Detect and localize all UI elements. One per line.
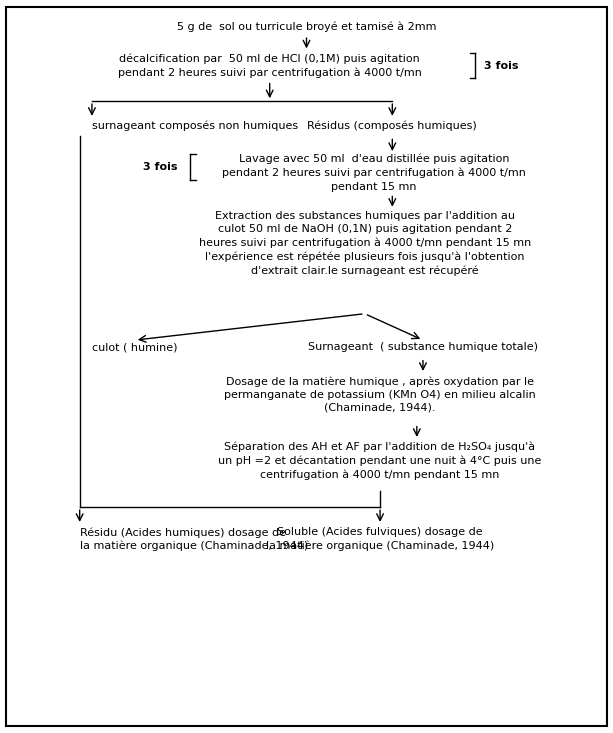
Text: Dosage de la matière humique , après oxydation par le
permanganate de potassium : Dosage de la matière humique , après oxy… — [224, 376, 536, 413]
Text: Extraction des substances humiques par l'addition au
culot 50 ml de NaOH (0,1N) : Extraction des substances humiques par l… — [199, 211, 531, 276]
Text: Résidus (composés humiques): Résidus (composés humiques) — [308, 121, 477, 131]
Text: Soluble (Acides fulviques) dosage de
la matière organique (Chaminade, 1944): Soluble (Acides fulviques) dosage de la … — [266, 527, 494, 551]
Text: Séparation des AH et AF par l'addition de H₂SO₄ jusqu'à
un pH =2 et décantation : Séparation des AH et AF par l'addition d… — [218, 442, 542, 480]
Text: culot ( humine): culot ( humine) — [92, 342, 178, 353]
Text: surnageant composés non humiques: surnageant composés non humiques — [92, 121, 298, 131]
Text: 3 fois: 3 fois — [484, 61, 519, 70]
Text: décalcification par  50 ml de HCl (0,1M) puis agitation
pendant 2 heures suivi p: décalcification par 50 ml de HCl (0,1M) … — [118, 54, 422, 78]
Text: 5 g de  sol ou turricule broyé et tamisé à 2mm: 5 g de sol ou turricule broyé et tamisé … — [177, 22, 436, 32]
Text: Surnageant  ( substance humique totale): Surnageant ( substance humique totale) — [308, 342, 538, 353]
Text: Résidu (Acides humiques) dosage de
la matière organique (Chaminade, 1944): Résidu (Acides humiques) dosage de la ma… — [80, 527, 308, 551]
Text: Lavage avec 50 ml  d'eau distillée puis agitation
pendant 2 heures suivi par cen: Lavage avec 50 ml d'eau distillée puis a… — [222, 154, 526, 191]
Text: 3 fois: 3 fois — [143, 162, 178, 172]
